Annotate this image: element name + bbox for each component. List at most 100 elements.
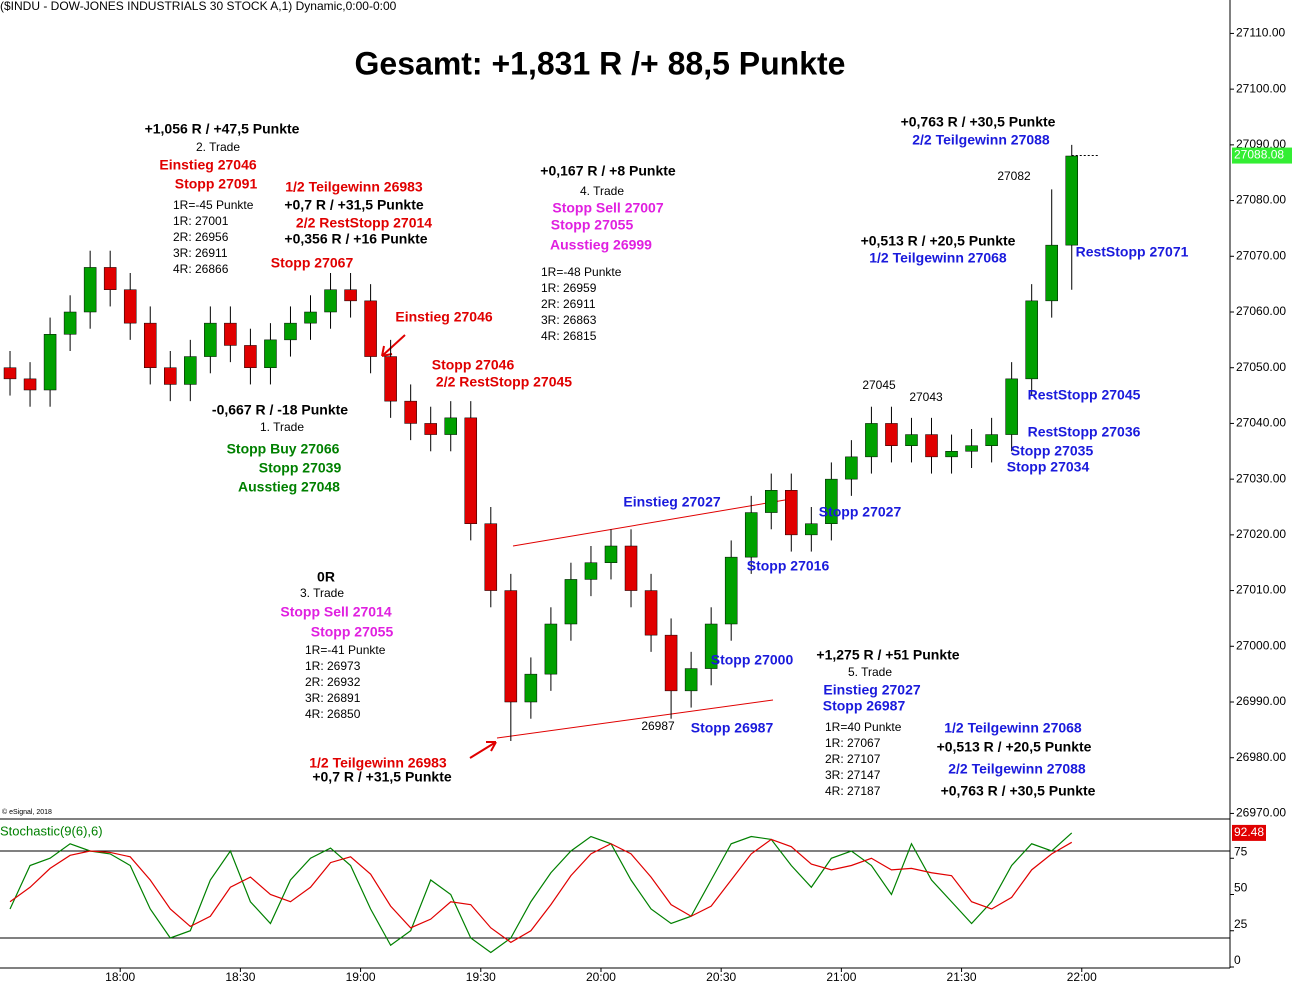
last-value-label: 92.48 bbox=[1234, 825, 1264, 839]
y-tick-label: 25 bbox=[1234, 917, 1248, 931]
annotation: 2/2 Teilgewinn 27088 bbox=[912, 132, 1050, 148]
annotation: 1R=40 Punkte bbox=[825, 720, 902, 734]
annotation: Stopp Sell 27014 bbox=[280, 604, 391, 620]
annotation: RestStopp 27036 bbox=[1028, 424, 1141, 440]
annotation: Stopp 27055 bbox=[311, 624, 394, 640]
candle-body bbox=[23, 378, 37, 391]
annotation: 1/2 Teilgewinn 26983 bbox=[285, 179, 423, 195]
candle-body bbox=[624, 545, 638, 591]
annotation: 1/2 Teilgewinn 27068 bbox=[869, 250, 1007, 266]
candle-body bbox=[945, 451, 958, 458]
annotation: 5. Trade bbox=[848, 665, 892, 679]
annotation: +1,056 R / +47,5 Punkte bbox=[145, 121, 300, 137]
annotation: Stopp 27039 bbox=[259, 460, 342, 476]
annotation: Stopp 26987 bbox=[691, 720, 774, 736]
annotation: +0,7 R / +31,5 Punkte bbox=[284, 197, 424, 213]
candle-body bbox=[1005, 378, 1018, 435]
candle-body bbox=[324, 289, 337, 313]
annotation: 1R: 26959 bbox=[541, 281, 597, 295]
annotation: +0,763 R / +30,5 Punkte bbox=[901, 114, 1056, 130]
annotation: Stopp Sell 27007 bbox=[552, 200, 663, 216]
candle-body bbox=[484, 523, 498, 591]
channel-line bbox=[496, 699, 774, 739]
y-tick-label: 27100.00 bbox=[1236, 81, 1286, 95]
candle-body bbox=[143, 322, 157, 368]
candle-body bbox=[244, 345, 257, 368]
chart-title: Gesamt: +1,831 R /+ 88,5 Punkte bbox=[355, 45, 846, 81]
annotation: 3R: 27147 bbox=[825, 768, 881, 782]
candle-body bbox=[744, 512, 758, 558]
candle-body bbox=[103, 267, 117, 290]
last-value-box bbox=[1232, 824, 1266, 841]
candle-body bbox=[805, 523, 818, 536]
candle-body bbox=[83, 267, 97, 313]
annotation: 0R bbox=[317, 569, 335, 585]
candle-body bbox=[504, 590, 518, 703]
annotation: 27082 bbox=[997, 169, 1031, 183]
candle-body bbox=[1065, 155, 1079, 246]
annotation: +0,356 R / +16 Punkte bbox=[284, 231, 427, 247]
y-tick-label: 27070.00 bbox=[1236, 248, 1286, 262]
candle-body bbox=[845, 456, 858, 480]
y-tick-label: 27030.00 bbox=[1236, 471, 1286, 485]
annotation: Stopp 27046 bbox=[432, 357, 515, 373]
annotation: 4R: 26850 bbox=[305, 707, 361, 721]
annotation: 3R: 26891 bbox=[305, 691, 361, 705]
candle-body bbox=[724, 556, 738, 625]
annotation: +0,167 R / +8 Punkte bbox=[540, 163, 676, 179]
candle-body bbox=[304, 311, 317, 324]
annotation: 1/2 Teilgewinn 26983 bbox=[309, 755, 447, 771]
candle-body bbox=[544, 623, 558, 675]
annotation: Stopp Buy 27066 bbox=[227, 441, 340, 457]
annotation: Ausstieg 27048 bbox=[238, 479, 340, 495]
x-tick-label: 21:00 bbox=[826, 970, 856, 984]
annotation: 2/2 RestStopp 27014 bbox=[296, 215, 432, 231]
candle-body bbox=[644, 590, 658, 636]
annotation: Stopp 27016 bbox=[747, 558, 830, 574]
y-tick-label: 27080.00 bbox=[1236, 193, 1286, 207]
last-price-label: 27088.08 bbox=[1234, 148, 1284, 162]
annotation: 4R: 26866 bbox=[173, 262, 229, 276]
candle-body bbox=[785, 490, 798, 536]
candle-body bbox=[444, 417, 457, 435]
candle-body bbox=[43, 334, 57, 391]
annotation: 4. Trade bbox=[580, 184, 624, 198]
candle-body bbox=[284, 322, 297, 341]
candle-body bbox=[925, 434, 938, 458]
annotation: +0,7 R / +31,5 Punkte bbox=[312, 769, 452, 785]
annotation: Einstieg 27027 bbox=[823, 682, 920, 698]
annotation: Stopp 27091 bbox=[175, 176, 258, 192]
annotation: RestStopp 27071 bbox=[1076, 244, 1189, 260]
annotation: Stopp 27034 bbox=[1007, 459, 1090, 475]
annotation: 1R: 26973 bbox=[305, 659, 361, 673]
candle-body bbox=[564, 579, 578, 625]
candle-body bbox=[404, 400, 417, 424]
chart-header: ($INDU - DOW-JONES INDUSTRIALS 30 STOCK … bbox=[0, 0, 397, 13]
candle-body bbox=[3, 367, 17, 380]
annotation: 3. Trade bbox=[300, 586, 344, 600]
x-tick-label: 18:00 bbox=[105, 970, 135, 984]
candle-body bbox=[704, 623, 718, 669]
annotation: Stopp 27067 bbox=[271, 255, 354, 271]
arrow bbox=[469, 741, 497, 759]
candle-body bbox=[184, 356, 197, 385]
candle-body bbox=[424, 423, 437, 435]
annotation: 27045 bbox=[862, 378, 896, 392]
annotation: 2/2 Teilgewinn 27088 bbox=[948, 761, 1086, 777]
annotation: +0,763 R / +30,5 Punkte bbox=[941, 783, 1096, 799]
annotation: Einstieg 27027 bbox=[623, 494, 720, 510]
y-tick-label: 27010.00 bbox=[1236, 583, 1286, 597]
y-tick-label: 0 bbox=[1234, 953, 1241, 967]
candle-body bbox=[123, 289, 137, 324]
annotation: 1R=-41 Punkte bbox=[305, 643, 386, 657]
candle-body bbox=[264, 339, 277, 368]
annotation: Stopp 27000 bbox=[711, 652, 794, 668]
annotation: Stopp 27035 bbox=[1011, 443, 1094, 459]
annotation: 1R: 27067 bbox=[825, 736, 881, 750]
candle-body bbox=[584, 562, 598, 580]
indicator-line bbox=[9, 832, 1073, 954]
candle-body bbox=[63, 311, 77, 335]
candle-body bbox=[204, 322, 217, 357]
x-tick-label: 20:30 bbox=[706, 970, 736, 984]
annotation: 26987 bbox=[641, 719, 675, 733]
